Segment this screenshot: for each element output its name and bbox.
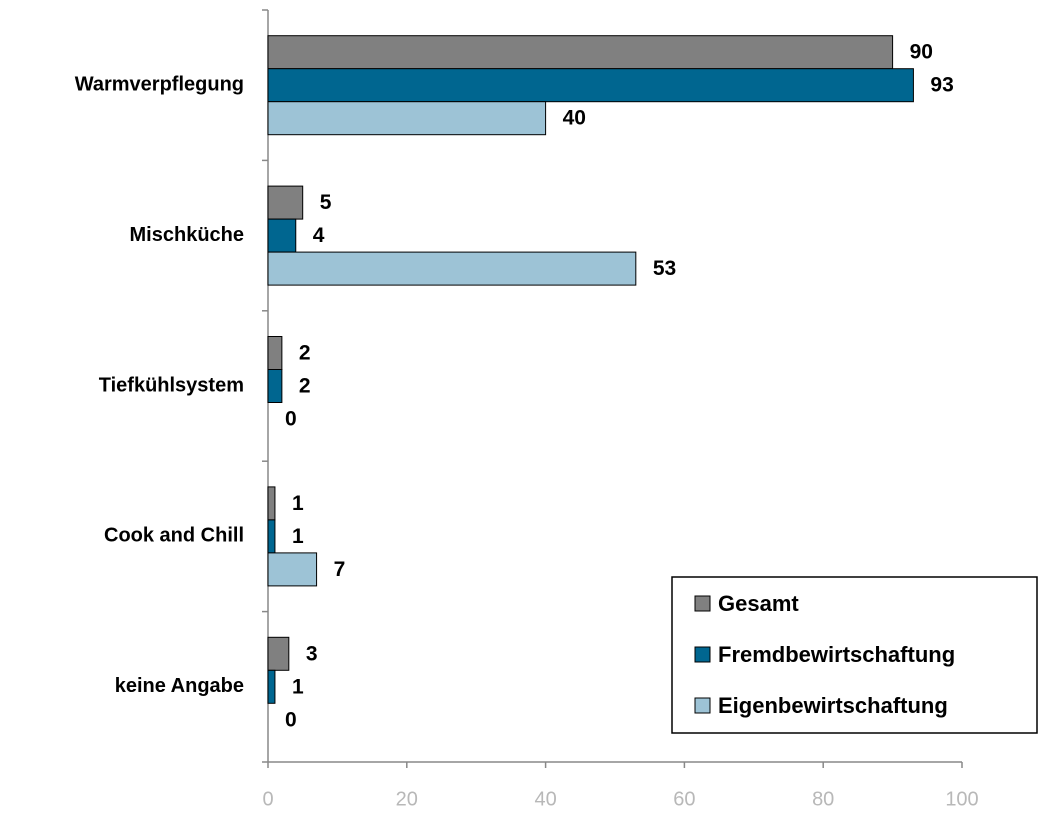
legend-box (671, 576, 1038, 734)
data-label: 1 (292, 525, 304, 548)
x-tick-label: 20 (396, 788, 418, 810)
bar (267, 369, 283, 403)
category-label: Warmverpflegung (75, 73, 244, 95)
data-label: 90 (910, 41, 933, 64)
bar (267, 519, 276, 554)
legend-swatch (694, 595, 711, 612)
data-label: 5 (320, 191, 332, 214)
x-tick-label: 60 (673, 788, 695, 810)
category-label: Tiefkühlsystem (99, 374, 244, 396)
bar (267, 68, 914, 103)
x-tick-label: 100 (945, 788, 978, 810)
legend-swatch (694, 646, 711, 663)
data-label: 2 (299, 375, 311, 398)
bar (267, 35, 894, 70)
category-label: Cook and Chill (104, 525, 244, 547)
x-tick-label: 80 (812, 788, 834, 810)
data-label: 0 (285, 408, 297, 431)
bar (267, 336, 283, 370)
bar (267, 669, 276, 704)
data-label: 1 (292, 675, 304, 698)
bar (267, 218, 297, 253)
data-label: 4 (313, 224, 325, 247)
bar (267, 251, 637, 286)
bar (267, 636, 290, 671)
x-tick-label: 0 (262, 788, 273, 810)
bar (267, 185, 304, 220)
bar (267, 486, 276, 521)
legend-label: Eigenbewirtschaftung (718, 693, 948, 718)
bar (267, 552, 318, 587)
x-tick-label: 40 (534, 788, 556, 810)
data-label: 93 (930, 74, 953, 97)
category-label: Mischküche (130, 224, 244, 246)
data-label: 53 (653, 257, 676, 280)
data-label: 0 (285, 708, 297, 731)
bar (267, 101, 547, 136)
legend-label: Fremdbewirtschaftung (718, 642, 955, 667)
data-label: 2 (299, 342, 311, 365)
data-label: 40 (563, 107, 586, 130)
data-label: 3 (306, 642, 318, 665)
data-label: 7 (334, 558, 346, 581)
legend-label: Gesamt (718, 591, 799, 616)
legend-swatch (694, 697, 711, 714)
data-label: 1 (292, 492, 304, 515)
category-label: keine Angabe (115, 675, 244, 697)
